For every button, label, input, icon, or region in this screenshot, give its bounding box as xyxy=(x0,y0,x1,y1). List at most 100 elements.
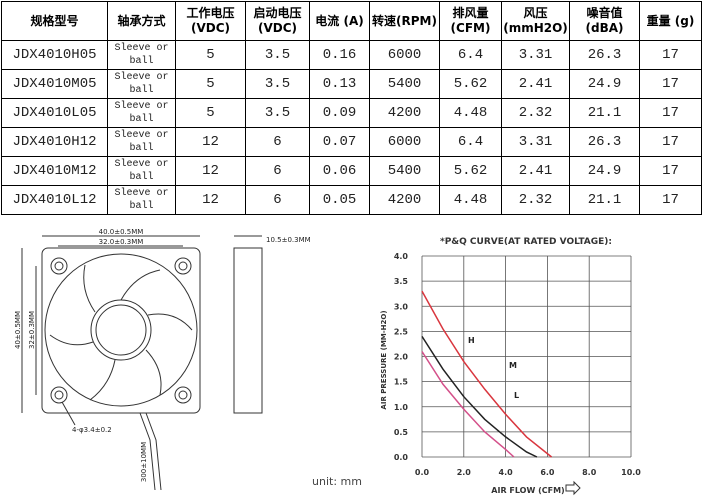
frame xyxy=(41,247,201,414)
x-tick-label: 2.0 xyxy=(457,468,472,477)
x-tick-label: 6.0 xyxy=(540,468,555,477)
table-cell: 2.41 xyxy=(501,156,570,186)
table-cell: 17 xyxy=(639,40,702,70)
x-tick-label: 10.0 xyxy=(621,468,641,477)
table-row: JDX4010M12 Sleeve or ball 12 6 0.06 5400 5.62 2.… xyxy=(1,156,702,186)
header-text: 规格型号 xyxy=(30,13,79,28)
table-cell: 21.1 xyxy=(569,98,640,128)
header-text: 噪音值 xyxy=(586,6,623,20)
table-cell: 17 xyxy=(639,98,702,128)
outer-ring xyxy=(44,253,198,407)
series-label: H xyxy=(468,336,475,345)
table-cell: 0.06 xyxy=(309,156,370,186)
table-cell: 17 xyxy=(639,185,702,215)
header-cell: 噪音值 (dBA) xyxy=(569,1,640,41)
table-cell: JDX4010L12 xyxy=(1,185,108,215)
header-cell: 重量 (g) xyxy=(639,1,702,41)
header-cell: 转速(RPM) xyxy=(369,1,440,41)
mount-holes xyxy=(50,257,192,404)
series-line xyxy=(421,351,515,458)
table-cell: 12 xyxy=(175,185,246,215)
dim-label: 300±10MM xyxy=(140,442,148,482)
blades xyxy=(49,264,193,401)
table-cell: 6 xyxy=(245,185,310,215)
series-line xyxy=(421,290,553,458)
x-tick-label: 8.0 xyxy=(582,468,597,477)
cell-text: ball xyxy=(129,56,154,67)
fan-side-view: 10.5±0.3MM xyxy=(233,235,311,414)
header-cell: 启动电压 (VDC) xyxy=(245,1,310,41)
header-text: (VDC) xyxy=(190,21,231,35)
y-tick-label: 3.0 xyxy=(394,302,409,311)
table-cell: 3.5 xyxy=(245,40,310,70)
header-cell: 风压 (mmH2O) xyxy=(501,1,570,41)
table-cell: 6000 xyxy=(369,40,440,70)
header-cell: 电流 (A) xyxy=(309,1,370,41)
pq-chart: *P&Q CURVE(AT RATED VOLTAGE): AIR FLOW (… xyxy=(380,237,641,496)
table-cell: 17 xyxy=(639,156,702,186)
header-text: 重量 (g) xyxy=(646,13,695,28)
y-tick-label: 1.5 xyxy=(394,378,409,387)
header-text: 启动电压 xyxy=(253,6,302,20)
chart-title: *P&Q CURVE(AT RATED VOLTAGE): xyxy=(440,237,612,247)
cell-text: ball xyxy=(129,201,154,212)
cell-text: Sleeve or xyxy=(114,72,169,83)
cell-text: Sleeve or xyxy=(114,43,169,54)
x-axis-label: AIR FLOW (CFM) xyxy=(491,486,564,495)
table-cell: Sleeve or ball xyxy=(107,185,176,215)
table-cell: 6 xyxy=(245,127,310,157)
header-row: 规格型号 轴承方式 工作电压 (VDC) 启动电压 (VDC) 电流 (A) 转速(RPM) 排… xyxy=(1,1,702,41)
table-row: JDX4010L12 Sleeve or ball 12 6 0.05 4200 4.48 2.… xyxy=(1,185,702,215)
header-text: (CFM) xyxy=(450,21,491,35)
x-tick-label: 4.0 xyxy=(499,468,514,477)
table-cell: 2.41 xyxy=(501,69,570,99)
table-cell: 5.62 xyxy=(439,69,502,99)
y-axis-label: AIR PRESSURE (MM-H2O) xyxy=(380,310,388,409)
dim-label: 4-φ3.4±0.2 xyxy=(72,426,112,434)
header-text: 排风量 xyxy=(452,6,489,20)
y-tick-label: 0.0 xyxy=(394,453,409,462)
header-text: (mmH2O) xyxy=(503,21,568,35)
table-cell: 6 xyxy=(245,156,310,186)
fan-front-view: 40.0±0.5MM 32.0±0.3MM 40±0.5MM 32±0.3MM … xyxy=(14,228,362,491)
dim-label: 40.0±0.5MM xyxy=(99,228,144,236)
header-cell: 轴承方式 xyxy=(107,1,176,41)
table-cell: 4200 xyxy=(369,185,440,215)
header-text: 转速(RPM) xyxy=(372,13,437,28)
series-label: L xyxy=(514,391,519,400)
x-tick-label: 0.0 xyxy=(415,468,430,477)
cell-text: ball xyxy=(129,172,154,183)
cell-text: Sleeve or xyxy=(114,159,169,170)
table-cell: 0.09 xyxy=(309,98,370,128)
y-tick-label: 2.5 xyxy=(394,327,409,336)
table-cell: 3.5 xyxy=(245,98,310,128)
header-cell: 规格型号 xyxy=(1,1,108,41)
table-cell: 0.07 xyxy=(309,127,370,157)
dim-label: 10.5±0.3MM xyxy=(266,236,311,244)
table-cell: 0.05 xyxy=(309,185,370,215)
series-label: M xyxy=(509,361,517,370)
header-text: 电流 (A) xyxy=(315,13,364,28)
header-cell: 排风量 (CFM) xyxy=(439,1,502,41)
arrow-icon xyxy=(565,480,581,496)
dim-label: 40±0.5MM xyxy=(14,311,22,349)
y-tick-label: 4.0 xyxy=(394,252,409,261)
unit-note: unit: mm xyxy=(312,475,362,488)
header-text: 工作电压 xyxy=(186,6,235,20)
table-cell: 24.9 xyxy=(569,69,640,99)
table-cell: JDX4010H05 xyxy=(1,40,108,70)
y-tick-label: 3.5 xyxy=(394,277,409,286)
table-cell: 17 xyxy=(639,69,702,99)
y-tick-label: 0.5 xyxy=(394,428,409,437)
header-text: 轴承方式 xyxy=(117,13,166,28)
cell-text: ball xyxy=(129,143,154,154)
side-frame xyxy=(233,247,263,414)
table-cell: 2.32 xyxy=(501,185,570,215)
series-line xyxy=(421,335,538,458)
table-cell: 17 xyxy=(639,127,702,157)
cell-text: Sleeve or xyxy=(114,101,169,112)
header-text: 风压 xyxy=(523,6,548,20)
spec-table: 规格型号 轴承方式 工作电压 (VDC) 启动电压 (VDC) 电流 (A) 转速(RPM) 排… xyxy=(1,1,702,215)
